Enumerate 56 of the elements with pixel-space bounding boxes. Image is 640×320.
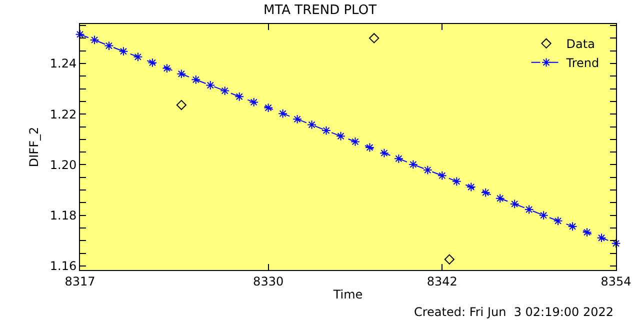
point xyxy=(369,33,380,44)
text: Created: Fri Jun 3 02:19:00 2022 xyxy=(414,305,614,319)
point xyxy=(176,100,186,110)
point xyxy=(307,120,316,130)
point xyxy=(553,216,563,226)
point xyxy=(90,35,100,45)
point xyxy=(422,165,432,175)
point xyxy=(264,103,274,112)
x-tick-label: 8330 xyxy=(253,274,284,288)
point xyxy=(394,154,404,164)
point xyxy=(444,254,454,264)
point xyxy=(596,233,606,243)
point xyxy=(176,69,186,79)
point xyxy=(234,92,244,102)
point xyxy=(162,64,172,73)
point xyxy=(249,98,259,107)
point xyxy=(292,114,302,124)
point xyxy=(365,142,374,152)
point xyxy=(191,74,201,84)
x-tick-label: 8317 xyxy=(64,274,96,288)
legend-label: Trend xyxy=(565,56,600,70)
point xyxy=(380,148,389,158)
point xyxy=(118,46,128,56)
point xyxy=(336,131,346,141)
y-tick-label: 1.20 xyxy=(50,158,77,172)
x-axis-title: Time xyxy=(332,287,363,302)
point xyxy=(495,194,505,204)
y-tick-label: 1.18 xyxy=(50,208,77,223)
point xyxy=(408,160,418,170)
point xyxy=(220,86,230,96)
point xyxy=(452,176,462,186)
y-tick-label: 1.16 xyxy=(50,259,77,274)
point xyxy=(322,126,331,136)
point xyxy=(133,52,143,62)
point xyxy=(538,210,548,220)
point xyxy=(510,199,520,209)
x-tick-label: 8354 xyxy=(600,274,632,288)
y-tick-label: 1.22 xyxy=(50,107,77,122)
point xyxy=(437,170,447,180)
point xyxy=(524,204,534,214)
y-tick-label: 1.24 xyxy=(50,56,77,71)
y-axis-title: DIFF_2 xyxy=(27,126,42,168)
point xyxy=(350,136,360,146)
legend-label: Data xyxy=(566,37,595,52)
point xyxy=(278,108,288,118)
point xyxy=(148,58,158,68)
point xyxy=(480,188,490,198)
point xyxy=(206,80,216,90)
point xyxy=(568,222,578,232)
point xyxy=(104,41,114,50)
point xyxy=(582,228,592,237)
point xyxy=(75,30,85,40)
x-tick-label: 8342 xyxy=(426,274,458,288)
point xyxy=(466,182,476,192)
chart-title: MTA TREND PLOT xyxy=(263,2,377,18)
point xyxy=(611,238,621,248)
